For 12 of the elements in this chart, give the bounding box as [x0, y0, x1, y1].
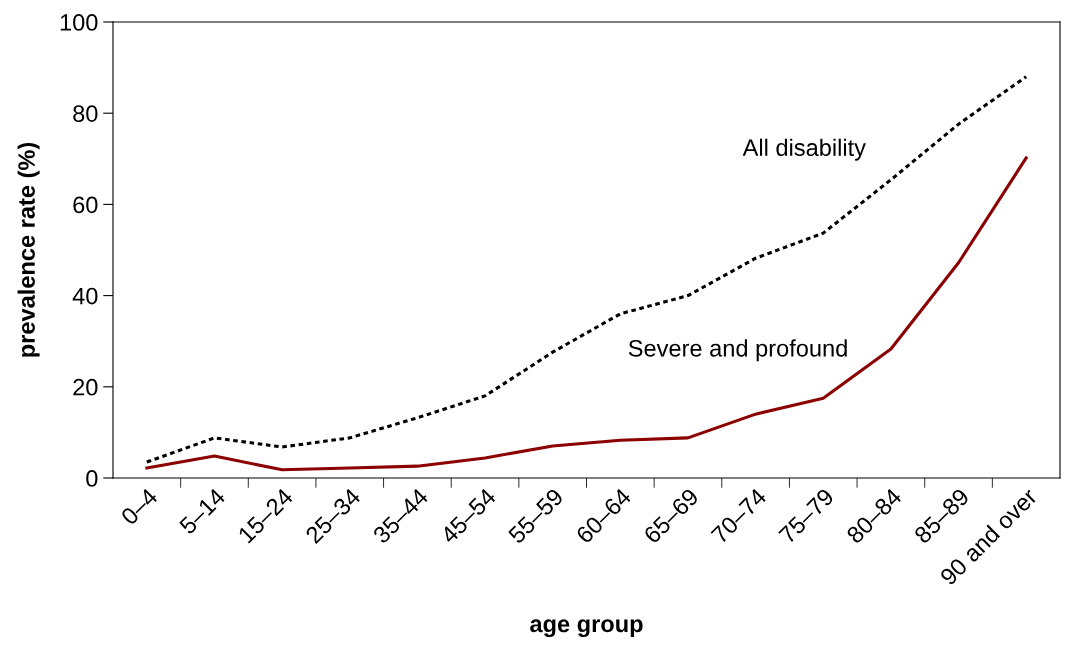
series-label: All disability: [742, 138, 866, 161]
y-tick-label: 60: [73, 196, 98, 214]
y-tick-label: 20: [73, 378, 98, 396]
y-tick-label: 80: [73, 105, 98, 122]
y-tick-label: 0: [86, 470, 98, 487]
series-label: Severe and profound: [628, 339, 847, 362]
y-tick-label: 40: [72, 287, 98, 305]
line-series: [145, 75, 1028, 464]
x-axis-title: age group: [530, 619, 643, 638]
x-tick-label: 0–4: [120, 487, 159, 526]
y-axis-title: prevalence rate (%): [17, 142, 40, 357]
y-tick-label: 100: [60, 14, 98, 31]
